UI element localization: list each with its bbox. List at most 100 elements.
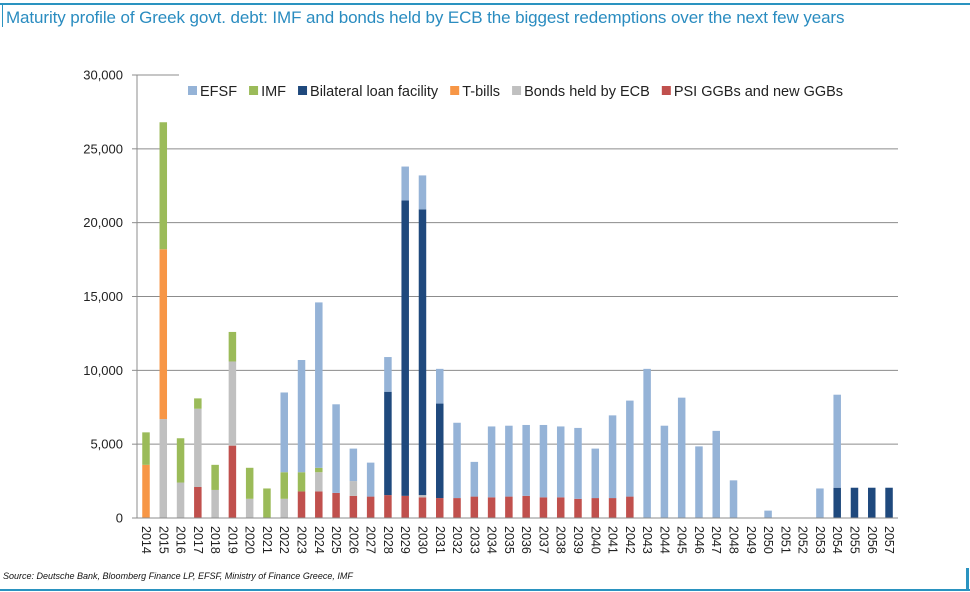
bar-segment-t-bills-2014 — [142, 464, 150, 518]
bar-segment-efsf-2034 — [487, 426, 496, 498]
bar-segment-bilateral-loan-facility-2030 — [418, 209, 427, 496]
bar-segment-psi-ggbs-and-new-ggbs-2028 — [384, 495, 392, 518]
x-tick-label: 2054 — [830, 526, 844, 554]
bar-segment-imf-2014 — [142, 432, 150, 465]
x-tick-label: 2042 — [623, 526, 637, 554]
right-accent-rule — [966, 568, 969, 591]
bar-segment-psi-ggbs-and-new-ggbs-2019 — [228, 445, 237, 518]
bar-segment-bonds-held-by-ecb-2018 — [211, 489, 219, 518]
bar-segment-bilateral-loan-facility-2057 — [885, 487, 893, 518]
bar-segment-psi-ggbs-and-new-ggbs-2023 — [297, 491, 306, 518]
bar-segment-imf-2019 — [228, 331, 237, 362]
bar-segment-bonds-held-by-ecb-2026 — [349, 481, 358, 496]
bar-segment-bonds-held-by-ecb-2030 — [418, 495, 427, 498]
x-tick-label: 2024 — [312, 526, 326, 554]
bar-segment-psi-ggbs-and-new-ggbs-2036 — [522, 495, 530, 518]
x-tick-label: 2031 — [433, 526, 447, 554]
bar-segment-efsf-2031 — [436, 368, 444, 404]
x-tick-label: 2052 — [796, 526, 810, 554]
x-tick-label: 2026 — [346, 526, 360, 554]
bar-segment-efsf-2054 — [833, 394, 841, 488]
bar-segment-imf-2017 — [194, 398, 202, 409]
chart-title: Maturity profile of Greek govt. debt: IM… — [6, 8, 845, 27]
bar-segment-t-bills-2015 — [159, 249, 168, 420]
bar-segment-psi-ggbs-and-new-ggbs-2027 — [366, 496, 375, 518]
bar-segment-psi-ggbs-and-new-ggbs-2024 — [315, 491, 323, 518]
bar-segment-efsf-2026 — [349, 448, 358, 482]
x-tick-label: 2043 — [640, 526, 654, 554]
bar-segment-efsf-2025 — [332, 404, 340, 493]
bar-segment-psi-ggbs-and-new-ggbs-2034 — [487, 497, 496, 518]
x-tick-label: 2038 — [554, 526, 568, 554]
bar-segment-bonds-held-by-ecb-2022 — [280, 498, 288, 518]
x-tick-label: 2023 — [295, 526, 309, 554]
bar-segment-efsf-2029 — [401, 166, 409, 201]
bar-segment-efsf-2022 — [280, 392, 288, 473]
x-tick-label: 2030 — [415, 526, 429, 554]
x-tick-label: 2041 — [606, 526, 620, 554]
x-tick-label: 2014 — [139, 526, 153, 554]
x-tick-label: 2015 — [156, 526, 170, 554]
x-tick-label: 2057 — [882, 526, 896, 554]
x-tick-label: 2032 — [450, 526, 464, 554]
bar-segment-psi-ggbs-and-new-ggbs-2041 — [608, 498, 617, 518]
legend-swatch — [298, 86, 308, 95]
bottom-accent-rule — [0, 589, 970, 591]
bar-segment-efsf-2036 — [522, 424, 530, 496]
x-tick-label: 2039 — [571, 526, 585, 554]
bar-segment-bilateral-loan-facility-2028 — [384, 391, 392, 496]
gridlines — [137, 74, 898, 445]
legend-swatch — [188, 86, 197, 95]
bar-segment-efsf-2041 — [608, 415, 617, 499]
bar-segment-efsf-2033 — [470, 461, 479, 497]
x-tick-label: 2055 — [847, 526, 861, 554]
bar-segment-bilateral-loan-facility-2031 — [436, 403, 444, 499]
x-tick-label: 2027 — [364, 526, 378, 554]
legend-swatch — [450, 86, 460, 95]
bar-segment-imf-2024 — [315, 467, 323, 473]
y-tick-label: 25,000 — [83, 141, 123, 156]
bar-segment-imf-2023 — [297, 472, 306, 492]
y-tick-label: 5,000 — [90, 437, 123, 452]
legend-label: Bilateral loan facility — [310, 84, 439, 100]
bar-segment-efsf-2035 — [505, 425, 513, 497]
legend-label: EFSF — [200, 84, 237, 100]
y-tick-label: 0 — [116, 511, 123, 526]
bar-segment-efsf-2023 — [297, 359, 306, 473]
bar-segment-psi-ggbs-and-new-ggbs-2026 — [349, 495, 358, 518]
x-tick-label: 2036 — [519, 526, 533, 554]
x-tick-label: 2047 — [709, 526, 723, 554]
bar-segment-psi-ggbs-and-new-ggbs-2037 — [539, 497, 548, 518]
legend-label: IMF — [261, 84, 286, 100]
x-tick-label: 2034 — [485, 526, 499, 554]
bar-segment-imf-2018 — [211, 464, 219, 490]
bar-segment-psi-ggbs-and-new-ggbs-2032 — [453, 498, 461, 518]
bar-segment-psi-ggbs-and-new-ggbs-2017 — [194, 486, 202, 518]
x-tick-label: 2051 — [778, 526, 792, 554]
legend-label: T-bills — [462, 84, 500, 100]
bar-segment-bonds-held-by-ecb-2020 — [245, 498, 254, 518]
bar-segment-bilateral-loan-facility-2054 — [833, 487, 841, 518]
x-tick-label: 2053 — [813, 526, 827, 554]
bar-segment-bilateral-loan-facility-2029 — [401, 200, 409, 496]
x-tick-label: 2040 — [588, 526, 602, 554]
bar-segment-imf-2020 — [245, 467, 254, 499]
bar-segment-psi-ggbs-and-new-ggbs-2038 — [556, 497, 565, 518]
bar-segment-efsf-2038 — [556, 426, 565, 498]
bar-segment-efsf-2027 — [366, 462, 375, 497]
bar-segment-efsf-2037 — [539, 424, 548, 498]
x-tick-label: 2049 — [744, 526, 758, 554]
bar-segment-efsf-2039 — [574, 427, 582, 499]
y-tick-label: 30,000 — [83, 68, 123, 83]
bar-segment-efsf-2040 — [591, 448, 600, 499]
bar-segment-psi-ggbs-and-new-ggbs-2033 — [470, 496, 479, 518]
bar-segment-psi-ggbs-and-new-ggbs-2030 — [418, 497, 427, 518]
x-tick-label: 2050 — [761, 526, 775, 554]
bar-segment-imf-2016 — [176, 438, 185, 483]
bar-segment-efsf-2053 — [816, 488, 824, 518]
x-tick-label: 2044 — [657, 526, 671, 554]
x-tick-label: 2048 — [727, 526, 741, 554]
y-tick-label: 10,000 — [83, 363, 123, 378]
x-tick-label: 2018 — [208, 526, 222, 554]
